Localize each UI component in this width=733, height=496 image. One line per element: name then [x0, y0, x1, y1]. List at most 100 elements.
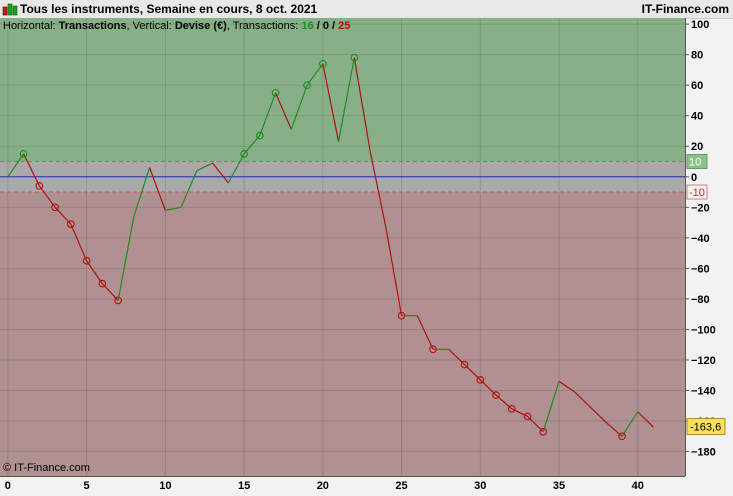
negative-zone — [0, 192, 685, 477]
trade-marker — [98, 279, 107, 288]
trade-marker — [303, 81, 311, 90]
trade-marker — [618, 432, 626, 441]
equity-segment — [243, 135, 261, 155]
x-tick-label: 25 — [395, 480, 407, 492]
x-tick-label: 20 — [317, 480, 329, 492]
sep-2: / — [328, 20, 339, 32]
y-tick-label: 20 — [691, 141, 703, 153]
trade-marker — [350, 53, 359, 62]
axes: 100806040200−20−40−60−80−100−120−140−160… — [0, 18, 726, 492]
equity-segment — [542, 381, 560, 432]
chart-app-icon — [2, 3, 18, 16]
trade-marker — [429, 345, 437, 354]
x-tick-label: 15 — [238, 480, 250, 492]
current-value-badge-box — [686, 418, 726, 436]
title-bar: Tous les instruments, Semaine en cours, … — [0, 0, 733, 19]
equity-segment — [275, 92, 292, 130]
equity-segment — [149, 167, 166, 211]
trade-marker — [523, 412, 532, 421]
y-tick-label: −100 — [691, 324, 716, 336]
trade-marker — [35, 182, 44, 190]
vertical-prefix: , Vertical: — [126, 20, 172, 32]
brand-label[interactable]: IT-Finance.com — [641, 2, 729, 16]
y-tick-label: −140 — [691, 386, 716, 398]
trade-marker — [240, 150, 248, 158]
vertical-value: Devise (€) — [174, 20, 227, 32]
y-tick-label: 40 — [691, 111, 703, 123]
losses-count: 25 — [338, 20, 351, 32]
y-tick-label: −180 — [691, 447, 716, 459]
y-tick-label: 80 — [691, 50, 703, 62]
equity-segment — [227, 153, 245, 184]
equity-segment — [416, 315, 434, 350]
equity-segment — [337, 57, 355, 142]
copyright-label: © IT-Finance.com — [3, 462, 90, 474]
neutral-count: 0 — [322, 20, 329, 32]
wins-count: 16 — [301, 20, 314, 32]
equity-segment — [196, 162, 213, 172]
window-title: Tous les instruments, Semaine en cours, … — [20, 2, 318, 16]
equity-segment — [621, 411, 639, 437]
trade-marker — [51, 203, 59, 212]
equity-segment — [70, 223, 88, 261]
current-value-badge: -163,6 — [690, 422, 721, 434]
y-tick-label: 100 — [691, 19, 709, 31]
gridlines — [0, 18, 685, 476]
equity-segment — [86, 260, 103, 284]
y-tick-label: −80 — [691, 294, 710, 306]
trade-marker — [507, 404, 516, 413]
equity-segment — [165, 206, 182, 211]
trade-marker — [539, 427, 548, 436]
equity-segment — [385, 227, 403, 316]
trade-marker — [19, 150, 28, 158]
equity-segment — [23, 153, 40, 187]
equity-segment — [306, 63, 324, 86]
equity-segment — [7, 153, 25, 178]
trade-marker — [255, 131, 264, 140]
equity-segment — [38, 185, 56, 208]
x-tick-label: 5 — [84, 480, 90, 492]
sep-1: / — [313, 20, 323, 32]
equity-segment — [290, 84, 308, 130]
equity-segment — [353, 57, 371, 151]
equity-segment — [637, 411, 654, 428]
neutral-upper-badge: 10 — [689, 157, 701, 169]
equity-chart: 100806040200−20−40−60−80−100−120−140−160… — [0, 18, 726, 492]
equity-segment — [574, 391, 591, 408]
positive-zone — [0, 18, 685, 162]
transactions-prefix: , Transactions: — [226, 20, 299, 32]
horizontal-value: Transactions — [58, 20, 127, 32]
y-tick-label: 0 — [691, 172, 697, 184]
trade-marker — [82, 256, 91, 265]
equity-segment — [322, 63, 340, 142]
equity-segment — [590, 406, 607, 423]
equity-segment — [369, 150, 387, 228]
neutral-upper-badge-box — [686, 154, 708, 170]
trade-marker — [114, 296, 122, 305]
trade-marker — [318, 59, 327, 68]
equity-segment — [117, 216, 135, 301]
trade-marker — [67, 220, 75, 228]
trade-markers — [19, 53, 626, 441]
equity-segment — [133, 167, 151, 217]
y-tick-label: 60 — [691, 80, 703, 92]
trade-marker — [397, 311, 406, 320]
equity-segment — [558, 380, 576, 393]
equity-segment — [212, 162, 229, 184]
trade-marker — [476, 375, 485, 384]
y-tick-label: −20 — [691, 202, 710, 214]
y-tick-label: −120 — [691, 355, 716, 367]
x-tick-label: 40 — [632, 480, 644, 492]
trade-marker — [460, 360, 469, 369]
trade-marker — [271, 88, 280, 97]
neutral-lower-badge-box — [686, 184, 708, 200]
y-tick-label: −60 — [691, 263, 710, 275]
neutral-lower-badge: -10 — [689, 187, 705, 199]
equity-segment — [180, 170, 198, 208]
y-tick-label: −40 — [691, 233, 710, 245]
horizontal-prefix: Horizontal: — [3, 20, 56, 32]
chart-info-line: Horizontal: Transactions, Vertical: Devi… — [3, 20, 350, 32]
x-tick-label: 35 — [553, 480, 565, 492]
chart-zones — [0, 18, 685, 477]
